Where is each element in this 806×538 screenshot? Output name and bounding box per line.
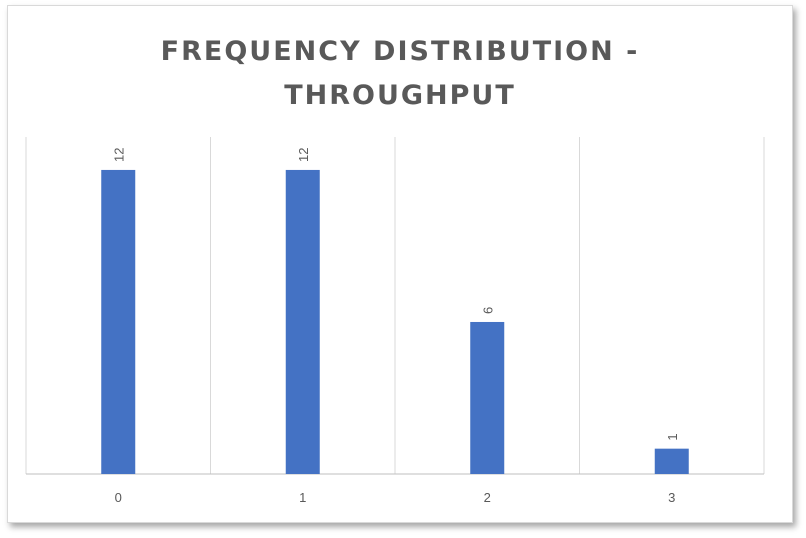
chart-frame: FREQUENCY DISTRIBUTION - THROUGHPUT 12 0 1… [7,5,793,523]
data-label-0: 12 [111,147,126,161]
x-tick-label-1: 1 [299,490,306,505]
bar-2 [470,321,505,474]
chart-title-line-1: FREQUENCY DISTRIBUTION - [160,36,640,67]
data-label-3: 1 [665,433,680,440]
bar-1 [285,169,320,474]
x-tick-label-2: 2 [484,490,491,505]
data-label-1: 12 [296,147,311,161]
x-tick-label-3: 3 [668,490,675,505]
x-tick-label-0: 0 [115,490,122,505]
chart-title-line-2: THROUGHPUT [284,80,516,111]
data-label-2: 6 [480,307,495,314]
bar-3 [654,448,689,474]
plot-area: 12 0 12 1 6 2 1 3 [25,137,765,505]
chart-title: FREQUENCY DISTRIBUTION - THROUGHPUT [8,30,792,118]
bar-0 [101,169,136,474]
